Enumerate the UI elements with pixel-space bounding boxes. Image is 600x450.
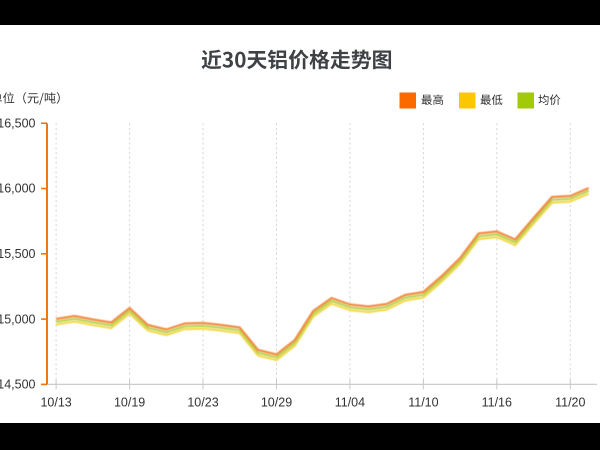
svg-text:11/10: 11/10 [408, 396, 438, 410]
svg-text:10/23: 10/23 [187, 396, 218, 410]
svg-text:10/29: 10/29 [261, 396, 292, 410]
svg-text:16,000: 16,000 [0, 182, 36, 196]
svg-text:11/20: 11/20 [555, 396, 585, 410]
svg-text:16,500: 16,500 [0, 116, 36, 130]
svg-text:10/19: 10/19 [114, 396, 145, 410]
svg-text:14,500: 14,500 [0, 378, 36, 392]
svg-text:15,000: 15,000 [0, 312, 36, 326]
svg-text:11/04: 11/04 [335, 396, 365, 410]
svg-text:10/13: 10/13 [40, 396, 71, 410]
svg-text:15,500: 15,500 [0, 247, 36, 261]
svg-text:11/16: 11/16 [482, 396, 512, 410]
